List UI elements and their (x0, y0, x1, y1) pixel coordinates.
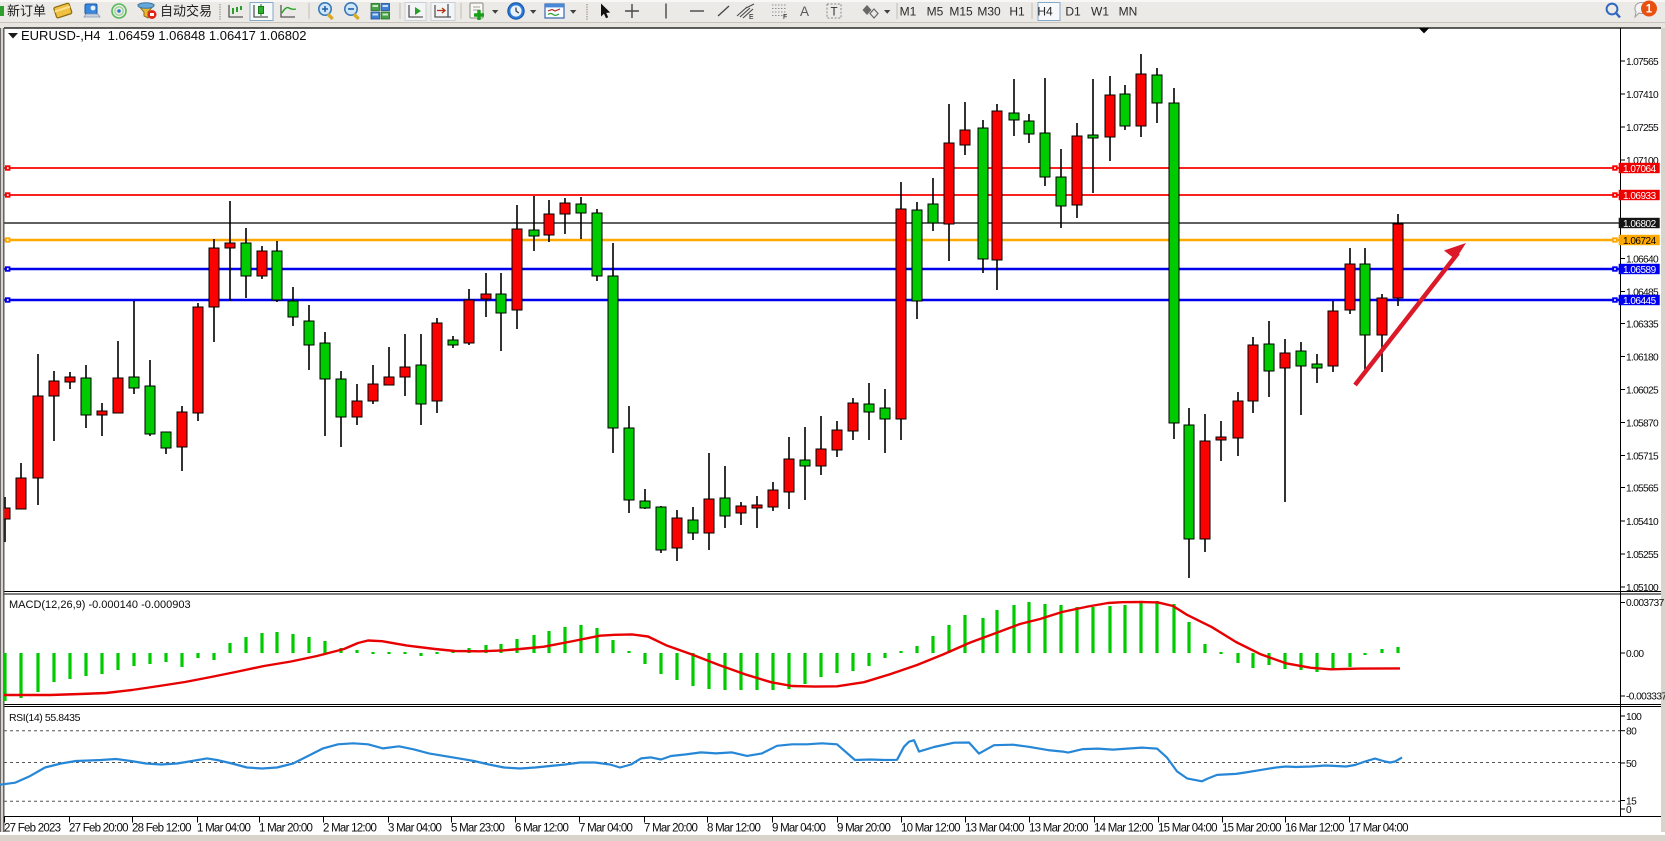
svg-text:0: 0 (1626, 805, 1632, 816)
svg-text:1.06445: 1.06445 (1623, 296, 1657, 307)
svg-text:10 Mar 12:00: 10 Mar 12:00 (901, 823, 960, 835)
svg-text:8 Mar 12:00: 8 Mar 12:00 (707, 823, 760, 835)
svg-text:-0.003337: -0.003337 (1626, 692, 1665, 703)
svg-text:MN: MN (1119, 5, 1138, 19)
svg-text:27 Feb 2023: 27 Feb 2023 (4, 823, 61, 835)
svg-text:D1: D1 (1065, 5, 1081, 19)
svg-text:1.05565: 1.05565 (1626, 484, 1659, 495)
svg-text:7 Mar 20:00: 7 Mar 20:00 (644, 823, 697, 835)
svg-text:1.06589: 1.06589 (1623, 265, 1657, 276)
svg-text:RSI(14) 55.8435: RSI(14) 55.8435 (9, 712, 81, 724)
svg-text:3 Mar 04:00: 3 Mar 04:00 (388, 823, 441, 835)
svg-text:16 Mar 12:00: 16 Mar 12:00 (1285, 823, 1344, 835)
svg-text:1.05255: 1.05255 (1626, 550, 1659, 561)
svg-text:1.06802: 1.06802 (1623, 219, 1657, 230)
svg-text:新订单: 新订单 (7, 4, 46, 19)
svg-text:14 Mar 12:00: 14 Mar 12:00 (1094, 823, 1153, 835)
svg-text:H1: H1 (1009, 5, 1025, 19)
svg-text:9 Mar 20:00: 9 Mar 20:00 (837, 823, 890, 835)
svg-text:27 Feb 20:00: 27 Feb 20:00 (69, 823, 128, 835)
svg-text:M15: M15 (949, 5, 973, 19)
svg-text:H4: H4 (1037, 5, 1053, 19)
svg-text:28 Feb 12:00: 28 Feb 12:00 (132, 823, 191, 835)
svg-text:13 Mar 20:00: 13 Mar 20:00 (1029, 823, 1088, 835)
svg-text:1.06724: 1.06724 (1623, 236, 1657, 247)
svg-text:17 Mar 04:00: 17 Mar 04:00 (1349, 823, 1408, 835)
svg-text:M30: M30 (977, 5, 1001, 19)
svg-text:1.07064: 1.07064 (1623, 164, 1657, 175)
svg-text:15: 15 (1626, 797, 1637, 808)
svg-text:1.07410: 1.07410 (1626, 90, 1659, 101)
svg-text:2 Mar 12:00: 2 Mar 12:00 (323, 823, 376, 835)
svg-text:1.07255: 1.07255 (1626, 123, 1659, 134)
svg-text:1.06335: 1.06335 (1626, 320, 1659, 331)
svg-text:1.07565: 1.07565 (1626, 57, 1659, 68)
svg-text:1.05715: 1.05715 (1626, 452, 1659, 463)
svg-text:15 Mar 20:00: 15 Mar 20:00 (1222, 823, 1281, 835)
svg-text:MACD(12,26,9) -0.000140 -0.000: MACD(12,26,9) -0.000140 -0.000903 (9, 599, 191, 611)
svg-text:M1: M1 (900, 5, 917, 19)
svg-text:W1: W1 (1091, 5, 1109, 19)
svg-text:1.07100: 1.07100 (1626, 156, 1659, 167)
svg-text:M5: M5 (927, 5, 944, 19)
svg-text:F: F (783, 14, 787, 21)
svg-text:1: 1 (1646, 4, 1653, 16)
svg-text:1 Mar 20:00: 1 Mar 20:00 (259, 823, 312, 835)
svg-text:100: 100 (1626, 712, 1642, 723)
svg-text:9 Mar 04:00: 9 Mar 04:00 (772, 823, 825, 835)
svg-text:E: E (749, 14, 754, 21)
svg-text:自动交易: 自动交易 (160, 4, 212, 19)
svg-text:1.06485: 1.06485 (1626, 288, 1659, 299)
svg-text:1.06933: 1.06933 (1623, 191, 1657, 202)
svg-text:0.003737: 0.003737 (1626, 598, 1665, 609)
svg-text:50: 50 (1626, 759, 1637, 770)
svg-text:1.05100: 1.05100 (1626, 583, 1659, 594)
svg-text:T: T (831, 7, 838, 19)
svg-text:1.05410: 1.05410 (1626, 517, 1659, 528)
svg-text:5 Mar 23:00: 5 Mar 23:00 (451, 823, 504, 835)
svg-text:6 Mar 12:00: 6 Mar 12:00 (515, 823, 568, 835)
svg-text:A: A (800, 4, 809, 19)
svg-text:13 Mar 04:00: 13 Mar 04:00 (965, 823, 1024, 835)
svg-text:7 Mar 04:00: 7 Mar 04:00 (579, 823, 632, 835)
svg-text:EURUSD-,H4 1.06459 1.06848 1.: EURUSD-,H4 1.06459 1.06848 1.06417 1.068… (21, 28, 306, 43)
svg-text:15 Mar 04:00: 15 Mar 04:00 (1158, 823, 1217, 835)
svg-text:1.06180: 1.06180 (1626, 353, 1659, 364)
svg-text:1.06640: 1.06640 (1626, 255, 1659, 266)
svg-text:1.06025: 1.06025 (1626, 386, 1659, 397)
svg-text:1.05870: 1.05870 (1626, 419, 1659, 430)
svg-text:1 Mar 04:00: 1 Mar 04:00 (197, 823, 250, 835)
svg-text:80: 80 (1626, 727, 1637, 738)
svg-text:0.00: 0.00 (1626, 649, 1644, 660)
